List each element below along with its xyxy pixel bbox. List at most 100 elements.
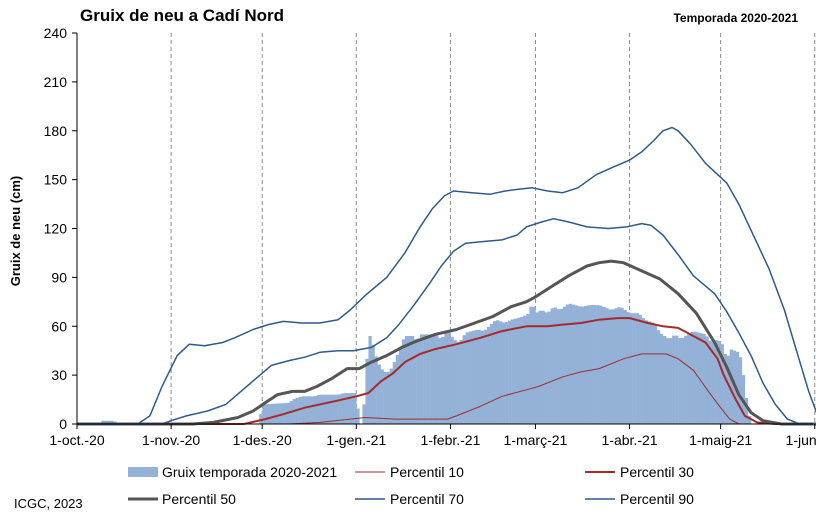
depth-bar: [617, 307, 621, 424]
depth-bar: [635, 313, 639, 424]
x-tick-label: 1-juny-21: [786, 432, 816, 448]
depth-bar: [453, 340, 457, 424]
legend-item-bars: Gruix temporada 2020-2021: [128, 464, 337, 480]
x-tick-label: 1-gen.-21: [326, 432, 386, 448]
depth-bar: [401, 339, 406, 424]
depth-bar: [465, 332, 469, 424]
depth-bar: [744, 397, 749, 424]
depth-bar: [341, 393, 345, 424]
depth-bar: [544, 312, 548, 424]
depth-bar: [553, 307, 557, 424]
depth-bar: [389, 368, 393, 424]
depth-bar: [690, 331, 694, 424]
depth-bar: [262, 404, 266, 424]
depth-bar: [492, 321, 497, 424]
depth-bar: [462, 335, 466, 424]
depth-bar: [335, 394, 339, 424]
depth-bar: [678, 338, 682, 424]
depth-bar: [356, 408, 360, 424]
depth-bar: [562, 306, 567, 424]
series-line-p10: [77, 353, 816, 425]
depth-bar: [298, 396, 302, 424]
x-tick-label: 1-març-21: [504, 432, 568, 448]
y-tick-label: 150: [44, 172, 68, 188]
depth-bar: [547, 311, 551, 424]
y-tick-label: 60: [51, 318, 67, 334]
y-tick-label: 120: [44, 221, 68, 237]
y-tick-labels: 0 30 60 90 120 150 180 210 240: [44, 25, 68, 432]
y-tick-label: 240: [44, 25, 68, 41]
depth-bar: [517, 317, 521, 424]
depth-bar: [474, 329, 479, 424]
depth-bar: [605, 308, 609, 424]
depth-bar: [459, 340, 463, 424]
depth-bar: [386, 371, 390, 424]
depth-bar: [371, 344, 375, 424]
depth-bar: [265, 404, 269, 424]
depth-bar: [693, 331, 697, 424]
depth-bar: [523, 315, 527, 424]
depth-bar: [626, 312, 630, 424]
depth-bar: [711, 341, 715, 424]
x-tick-label: 1-nov.-20: [142, 432, 200, 448]
depth-bar: [319, 394, 324, 424]
legend-item-p70: Percentil 70: [355, 491, 464, 507]
x-tick-label: 1-des.-20: [233, 432, 292, 448]
depth-bar: [577, 306, 582, 424]
legend-label-bars: Gruix temporada 2020-2021: [162, 464, 337, 480]
depth-bar: [696, 332, 700, 424]
depth-bar: [392, 362, 397, 424]
depth-bar: [362, 404, 366, 424]
legend-label-p50: Percentil 50: [162, 491, 236, 507]
depth-bar: [699, 333, 703, 424]
series-line-p90: [77, 126, 816, 425]
depth-bar: [623, 309, 627, 424]
chart-title: Gruix de neu a Cadí Nord: [80, 6, 284, 25]
legend-item-p90: Percentil 90: [585, 491, 694, 507]
depth-bar: [550, 308, 554, 424]
depth-bar: [720, 344, 724, 424]
depth-bar: [101, 420, 105, 424]
depth-bar: [708, 340, 712, 424]
depth-bar: [110, 420, 114, 424]
depth-bar: [511, 319, 515, 424]
x-tick-labels: 1-oct.-20 1-nov.-20 1-des.-20 1-gen.-21 1-fe…: [49, 432, 816, 448]
legend-swatch-bars: [128, 467, 158, 477]
depth-bar: [568, 303, 573, 424]
depth-bar: [726, 355, 730, 424]
depth-bar: [441, 336, 445, 424]
depth-bar: [702, 333, 706, 424]
depth-bar: [380, 369, 384, 424]
depth-bar: [274, 403, 278, 424]
depth-bar: [413, 339, 418, 424]
depth-bar: [535, 312, 539, 424]
depth-bar: [638, 314, 642, 424]
depth-bar: [571, 304, 576, 424]
x-tick-label: 1-oct.-20: [49, 432, 104, 448]
depth-bar: [587, 305, 591, 424]
depth-bar: [669, 338, 673, 424]
depth-bar: [432, 334, 436, 424]
depth-bar: [450, 336, 454, 424]
depth-bar: [672, 335, 676, 424]
depth-bar: [705, 336, 709, 424]
depth-bar: [687, 333, 691, 424]
depth-bar: [344, 393, 348, 424]
series-line-p50: [77, 259, 816, 426]
depth-bar: [104, 420, 108, 424]
depth-bar: [107, 420, 111, 424]
depth-bar: [410, 336, 415, 424]
depth-bar: [310, 396, 315, 424]
depth-bar: [529, 306, 533, 424]
series-line-p70: [77, 217, 816, 425]
depth-bar: [611, 309, 615, 424]
depth-bar: [717, 340, 721, 424]
y-tick-label: 30: [51, 367, 67, 383]
depth-bar: [714, 340, 718, 424]
depth-bar: [277, 403, 281, 424]
depth-bar: [495, 320, 500, 424]
depth-bar: [471, 330, 475, 424]
depth-bar: [365, 358, 369, 424]
